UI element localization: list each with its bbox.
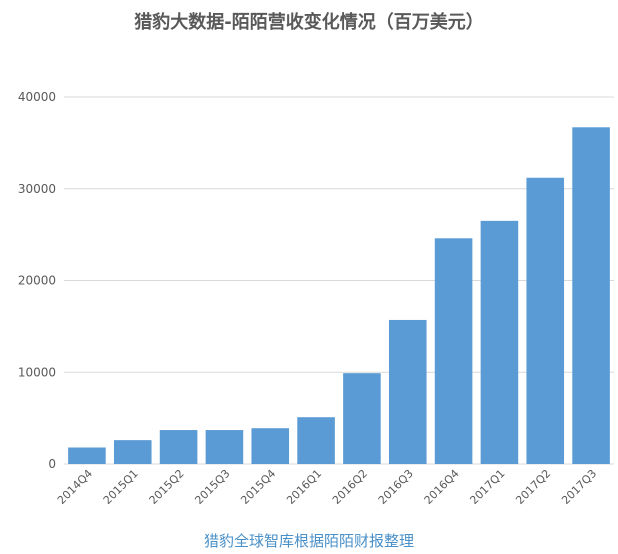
bar-2016Q3: [388, 319, 427, 464]
x-tick-label-2017Q2: 2017Q2: [513, 467, 553, 507]
x-tick-label-2017Q1: 2017Q1: [467, 467, 507, 507]
bar-2014Q4: [68, 447, 106, 464]
bar-2016Q1: [297, 417, 335, 464]
x-tick-label-2017Q3: 2017Q3: [559, 467, 599, 507]
y-axis: 0 10000 20000 30000 40000: [18, 90, 56, 471]
bars: [68, 127, 610, 465]
gridlines: [64, 96, 614, 465]
x-tick-label-2016Q4: 2016Q4: [422, 467, 462, 507]
x-tick-label-2016Q2: 2016Q2: [330, 467, 370, 507]
y-tick-label-3: 30000: [18, 182, 56, 196]
x-tick-label-2014Q4: 2014Q4: [55, 467, 95, 507]
x-tick-label-2015Q1: 2015Q1: [101, 467, 141, 507]
y-tick-label-1: 10000: [18, 365, 56, 379]
bar-2015Q2: [159, 430, 198, 464]
bar-2017Q2: [526, 177, 565, 465]
x-axis: 2014Q4 2015Q1 2015Q2 2015Q3 2015Q4 2016Q1 2016…: [55, 467, 599, 507]
bar-2016Q2: [343, 373, 381, 464]
bar-2016Q4: [434, 238, 473, 464]
x-tick-label-2016Q1: 2016Q1: [284, 467, 324, 507]
bar-2015Q1: [113, 440, 152, 464]
chart-source-note: 猎豹全球智库根据陌陌财报整理: [203, 532, 414, 550]
bar-2015Q3: [205, 430, 244, 464]
chart-title: 猎豹大数据-陌陌营收变化情况（百万美元）: [134, 12, 484, 33]
bar-2017Q1: [480, 220, 519, 464]
x-tick-label-2015Q3: 2015Q3: [192, 467, 232, 507]
y-tick-label-2: 20000: [18, 274, 56, 288]
x-tick-label-2015Q4: 2015Q4: [238, 467, 278, 507]
x-tick-label-2016Q3: 2016Q3: [376, 467, 416, 507]
y-tick-label-4: 40000: [18, 90, 56, 104]
x-tick-label-2015Q2: 2015Q2: [147, 467, 187, 507]
bar-2017Q3: [572, 127, 610, 464]
y-tick-label-0: 0: [48, 457, 56, 471]
bar-2015Q4: [251, 428, 290, 464]
